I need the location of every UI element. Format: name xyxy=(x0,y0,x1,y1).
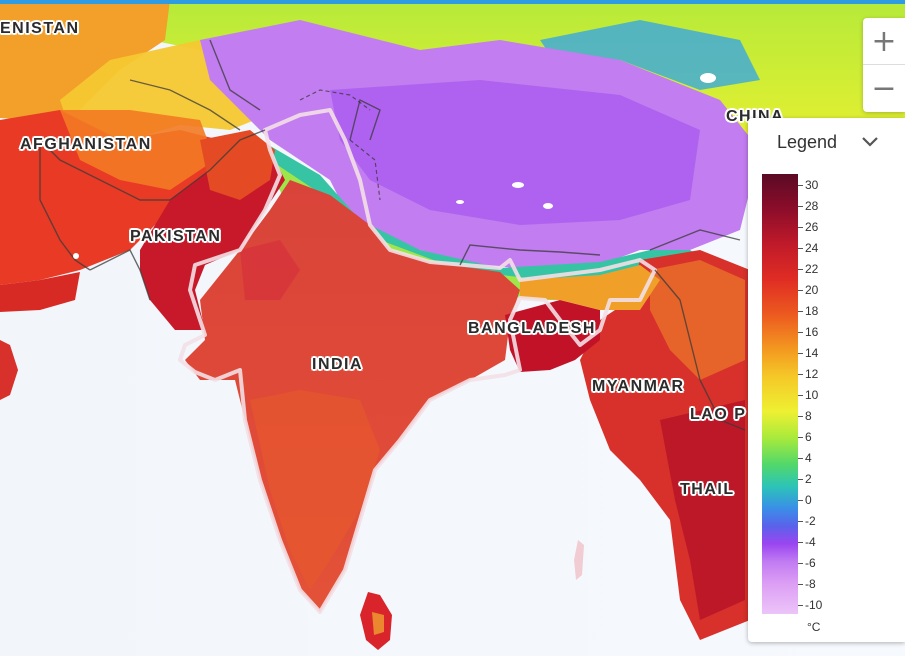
legend-tick-label: 12 xyxy=(805,367,819,381)
land-myanmar-hills xyxy=(650,260,745,380)
legend-tick-mark xyxy=(798,374,803,375)
legend-color-scale xyxy=(762,174,798,614)
legend-tick-mark xyxy=(798,185,803,186)
land-pakistan-north xyxy=(200,130,275,200)
zoom-out-button[interactable]: − xyxy=(863,64,905,111)
legend-tick-label: 20 xyxy=(805,283,819,297)
land-andaman xyxy=(574,540,584,580)
land-sri-lanka-highland xyxy=(372,612,384,635)
zoom-control: + − xyxy=(863,18,905,112)
label-thailand: THAIL xyxy=(680,481,735,498)
legend-tick-mark xyxy=(798,290,803,291)
land-india-deccan xyxy=(250,390,380,590)
label-india: INDIA xyxy=(312,356,364,373)
legend-tick-mark xyxy=(798,269,803,270)
legend-tick-mark xyxy=(798,206,803,207)
legend-tick-mark xyxy=(798,416,803,417)
legend-tick-label: -2 xyxy=(805,514,816,528)
label-turkmenistan: ENISTAN xyxy=(0,20,80,37)
lakes xyxy=(73,73,716,259)
legend-tick-label: 28 xyxy=(805,199,819,213)
legend-tick-label: 16 xyxy=(805,325,819,339)
disputed-borders xyxy=(299,89,381,201)
legend-tick-label: 14 xyxy=(805,346,819,360)
legend-tick-label: 2 xyxy=(805,472,812,486)
legend-title: Legend xyxy=(777,132,838,152)
legend-tick-label: 26 xyxy=(805,220,819,234)
legend-tick-mark xyxy=(798,605,803,606)
land-thailand xyxy=(660,400,745,620)
land-india-northwest xyxy=(240,240,300,300)
legend-tick-label: -4 xyxy=(805,535,816,549)
legend-tick-mark xyxy=(798,584,803,585)
land-tibet-core xyxy=(330,80,700,225)
legend-unit: °C xyxy=(807,620,821,634)
zoom-in-button[interactable]: + xyxy=(871,23,897,59)
country-borders xyxy=(39,39,746,431)
legend-toggle[interactable]: Legend xyxy=(748,118,905,168)
legend-panel: Legend 30 28 26 24 22 20 18 16 14 12 10 8 6 4 2 0 -2 -4 -6… xyxy=(748,118,905,642)
legend-tick-mark xyxy=(798,353,803,354)
legend-tick-label: -8 xyxy=(805,577,816,591)
land-afg-highland xyxy=(60,110,215,190)
legend-tick-label: 0 xyxy=(805,493,812,507)
legend-tick-label: 18 xyxy=(805,304,819,318)
legend-tick-label: 10 xyxy=(805,388,819,402)
legend-tick-mark xyxy=(798,332,803,333)
legend-tick-label: 24 xyxy=(805,241,819,255)
legend-tick-label: -10 xyxy=(805,598,823,612)
legend-tick-mark xyxy=(798,437,803,438)
legend-tick-label: 6 xyxy=(805,430,812,444)
land-arabia-edge xyxy=(0,340,18,400)
legend-tick-label: -6 xyxy=(805,556,816,570)
legend-tick-label: 30 xyxy=(805,178,819,192)
land-bangladesh xyxy=(505,300,600,372)
legend-tick-label: 8 xyxy=(805,409,812,423)
label-bangladesh: BANGLADESH xyxy=(468,320,596,337)
legend-tick-mark xyxy=(798,227,803,228)
legend-tick-mark xyxy=(798,458,803,459)
legend-tick-mark xyxy=(798,311,803,312)
land-iran-coast xyxy=(0,272,80,312)
land-tianshan xyxy=(540,20,760,90)
legend-tick-mark xyxy=(798,248,803,249)
legend-tick-mark xyxy=(798,395,803,396)
label-pakistan: PAKISTAN xyxy=(130,228,222,245)
chevron-down-icon xyxy=(861,135,879,153)
legend-tick-mark xyxy=(798,542,803,543)
top-accent-strip xyxy=(0,0,905,4)
legend-tick-mark xyxy=(798,479,803,480)
legend-tick-mark xyxy=(798,500,803,501)
legend-tick-label: 4 xyxy=(805,451,812,465)
legend-tick-mark xyxy=(798,521,803,522)
legend-tick-label: 22 xyxy=(805,262,819,276)
label-myanmar: MYANMAR xyxy=(592,378,685,395)
label-laos: LAO P xyxy=(690,406,747,423)
land-north-west-warm xyxy=(0,0,170,120)
legend-tick-mark xyxy=(798,563,803,564)
label-afghanistan: AFGHANISTAN xyxy=(20,136,152,153)
india-border xyxy=(178,108,657,614)
